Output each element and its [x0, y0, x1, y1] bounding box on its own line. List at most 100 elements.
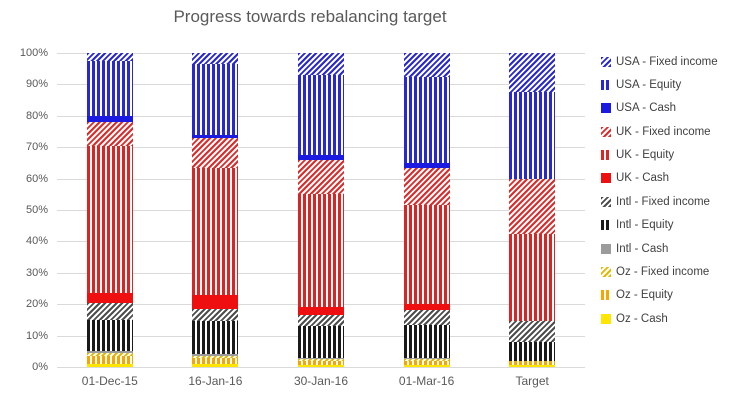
- bar-segment: [297, 159, 344, 195]
- bar-segment: [297, 357, 344, 360]
- bar-segment: [192, 53, 239, 64]
- legend-label: USA - Equity: [616, 78, 682, 91]
- chart-title: Progress towards rebalancing target: [173, 7, 447, 26]
- bar-segment: [192, 294, 239, 309]
- legend-item: USA - Equity: [601, 78, 718, 91]
- stacked-bar-Target: [509, 53, 556, 367]
- bar-segment: [403, 365, 450, 367]
- bar-segment: [403, 357, 450, 360]
- legend-label: Intl - Cash: [616, 242, 669, 255]
- legend-label: Oz - Cash: [616, 312, 668, 325]
- legend-item: Oz - Fixed income: [601, 266, 718, 279]
- bars-container: [57, 53, 585, 367]
- legend-item: Intl - Fixed income: [601, 195, 718, 208]
- x-axis-label: 01-Mar-16: [398, 374, 455, 388]
- legend-swatch-icon: [601, 103, 611, 114]
- bar-segment: [297, 155, 344, 160]
- bar-segment: [297, 53, 344, 75]
- legend-item: UK - Cash: [601, 172, 718, 185]
- bar-segment: [509, 92, 556, 179]
- legend-label: Intl - Fixed income: [616, 195, 710, 208]
- x-axis: 01-Dec-15 16-Jan-16 30-Jan-16 01-Mar-16 Targ…: [57, 374, 585, 388]
- bar-segment: [192, 354, 239, 356]
- y-axis: 100% 90% 80% 70% 60% 50% 40% 30% 20% 10% 0%: [0, 0, 50, 406]
- y-axis-tick-label: 50%: [25, 204, 48, 216]
- legend-item: UK - Fixed income: [601, 125, 718, 138]
- bar-segment: [403, 53, 450, 77]
- x-axis-label: 01-Dec-15: [81, 374, 138, 388]
- legend-item: UK - Equity: [601, 149, 718, 162]
- legend-label: UK - Equity: [616, 149, 675, 162]
- legend-swatch-icon: [601, 150, 611, 161]
- stacked-bar-16-Jan-16: [192, 53, 239, 367]
- legend-item: Intl - Cash: [601, 242, 718, 255]
- bar-segment: [297, 326, 344, 358]
- y-axis-tick-label: 100%: [19, 47, 48, 59]
- legend-label: UK - Fixed income: [616, 125, 711, 138]
- bar-segment: [297, 307, 344, 316]
- bar-segment: [297, 194, 344, 308]
- bar-segment: [403, 359, 450, 361]
- y-axis-tick-label: 80%: [25, 109, 48, 122]
- bar-segment: [86, 145, 133, 294]
- bar-segment: [192, 308, 239, 322]
- legend-swatch-icon: [601, 290, 611, 301]
- legend-label: USA - Cash: [616, 102, 677, 115]
- bar-segment: [192, 63, 239, 135]
- bar-segment: [192, 321, 239, 355]
- bar-segment: [86, 319, 133, 352]
- bar-segment: [509, 321, 556, 342]
- bar-slot: [163, 53, 269, 367]
- bar-segment: [86, 53, 133, 61]
- bar-segment: [297, 74, 344, 156]
- bar-segment: [86, 293, 133, 303]
- stacked-bar-01-Mar-16: [403, 53, 450, 367]
- legend-swatch-icon: [601, 173, 611, 184]
- x-axis-label: 16-Jan-16: [188, 374, 243, 388]
- y-axis-tick-label: 0%: [32, 361, 48, 373]
- y-axis-tick-label: 90%: [25, 78, 48, 91]
- bar-segment: [192, 355, 239, 358]
- legend-item: USA - Fixed income: [601, 55, 718, 68]
- bar-segment: [192, 363, 239, 367]
- legend-swatch-icon: [601, 79, 611, 90]
- legend-swatch-icon: [601, 126, 611, 137]
- bar-segment: [86, 351, 133, 353]
- legend-swatch-icon: [601, 313, 611, 324]
- bar-segment: [509, 341, 556, 361]
- legend-swatch-icon: [601, 56, 611, 67]
- bar-segment: [509, 53, 556, 93]
- stacked-bar-30-Jan-16: [297, 53, 344, 367]
- bar-segment: [86, 122, 133, 146]
- bar-segment: [86, 352, 133, 356]
- bar-segment: [86, 302, 133, 320]
- y-axis-tick-label: 70%: [25, 141, 48, 154]
- legend-label: UK - Cash: [616, 172, 670, 185]
- legend-item: Oz - Cash: [601, 312, 718, 325]
- legend-swatch-icon: [601, 196, 611, 207]
- bar-slot: [374, 53, 480, 367]
- y-axis-tick-label: 60%: [25, 172, 48, 185]
- bar-segment: [403, 205, 450, 305]
- bar-segment: [297, 360, 344, 366]
- plot-area: [57, 53, 585, 368]
- bar-slot: [268, 53, 374, 367]
- bar-segment: [403, 304, 450, 311]
- bar-segment: [297, 359, 344, 361]
- x-axis-label: Target: [515, 374, 549, 388]
- bar-segment: [509, 365, 556, 367]
- bar-segment: [192, 167, 239, 295]
- legend-swatch-icon: [601, 267, 611, 278]
- legend-label: Oz - Equity: [616, 289, 673, 302]
- bar-segment: [192, 357, 239, 364]
- legend-label: USA - Fixed income: [616, 55, 718, 68]
- legend-label: Oz - Fixed income: [616, 266, 710, 279]
- legend-swatch-icon: [601, 243, 611, 254]
- legend-label: Intl - Equity: [616, 219, 674, 232]
- bar-slot: [57, 53, 163, 367]
- gridline: [57, 367, 585, 368]
- bar-segment: [403, 162, 450, 168]
- y-axis-tick-label: 40%: [25, 235, 48, 248]
- bar-segment: [509, 360, 556, 366]
- stacked-bar-01-Dec-15: [86, 53, 133, 367]
